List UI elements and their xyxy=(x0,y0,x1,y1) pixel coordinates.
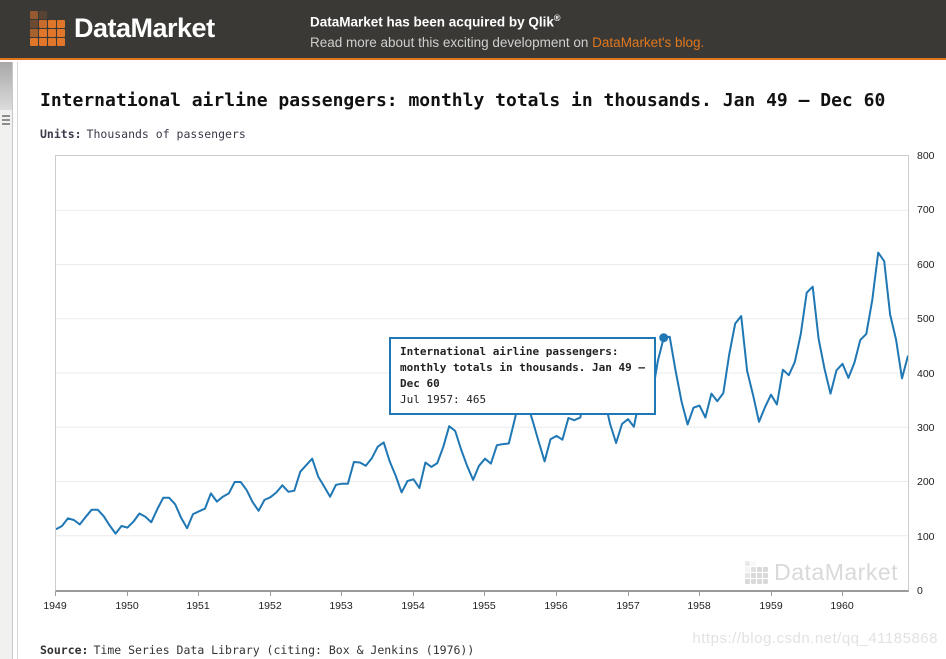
x-axis-tick xyxy=(699,592,700,596)
x-axis-tick xyxy=(413,592,414,596)
page-title: International airline passengers: monthl… xyxy=(40,90,886,111)
passengers-line-chart xyxy=(56,209,908,537)
x-axis-tick xyxy=(842,592,843,596)
source-value: Time Series Data Library (citing: Box & … xyxy=(93,643,475,657)
source-label: Source: xyxy=(40,643,89,657)
x-axis-label: 1956 xyxy=(544,600,568,612)
x-axis-tick xyxy=(771,592,772,596)
datamarket-logo[interactable]: DataMarket xyxy=(30,11,215,46)
chart-watermark: DataMarket xyxy=(745,559,898,586)
tooltip-value-line: Jul 1957: 465 xyxy=(400,393,487,406)
watermark-grid-icon xyxy=(745,561,769,584)
x-axis-label: 1950 xyxy=(115,600,139,612)
datamarket-grid-icon xyxy=(30,11,65,46)
y-axis-label: 800 xyxy=(917,150,935,162)
x-axis-label: 1952 xyxy=(258,600,282,612)
read-more-text: Read more about this exciting developmen… xyxy=(310,34,593,50)
x-axis-tick xyxy=(484,592,485,596)
tooltip-title-line: monthly totals in thousands. Jan 49 – xyxy=(400,361,646,374)
x-axis-label: 1955 xyxy=(472,600,496,612)
x-axis-label: 1959 xyxy=(759,600,783,612)
x-axis-label: 1960 xyxy=(830,600,854,612)
y-axis-label: 700 xyxy=(917,204,935,217)
content-divider xyxy=(17,62,18,659)
chart-tooltip: International airline passengers: monthl… xyxy=(389,337,657,415)
csdn-url-watermark: https://blog.csdn.net/qq_41185868 xyxy=(692,630,938,647)
source-line: Source: Time Series Data Library (citing:… xyxy=(40,643,474,657)
y-axis-label: 300 xyxy=(917,421,935,434)
units-line: Units: Thousands of passengers xyxy=(40,127,246,141)
x-axis-tick xyxy=(628,592,629,596)
tooltip-title-line: Dec 60 xyxy=(400,377,440,390)
y-axis-label: 100 xyxy=(917,530,935,543)
units-label: Units: xyxy=(40,127,82,141)
watermark-text: DataMarket xyxy=(774,559,898,585)
highlight-marker-dot xyxy=(659,333,669,343)
x-axis-label: 1953 xyxy=(329,600,353,612)
x-axis-label: 1949 xyxy=(43,600,67,612)
x-axis-label: 1951 xyxy=(186,600,210,612)
acquisition-headline-text: DataMarket has been acquired by Qlik xyxy=(310,14,554,30)
y-axis-label: 600 xyxy=(917,258,935,271)
chart-plot-area[interactable]: DataMarket xyxy=(55,155,909,592)
x-axis-label: 1954 xyxy=(401,600,425,612)
acquisition-notice: DataMarket has been acquired by Qlik® Re… xyxy=(310,8,704,53)
datamarket-logo-text: DataMarket xyxy=(74,13,215,43)
registered-trademark-symbol: ® xyxy=(553,13,561,23)
x-axis-tick xyxy=(270,592,271,596)
y-axis-label: 400 xyxy=(917,367,935,380)
y-axis-label: 500 xyxy=(917,313,935,326)
grip-icon[interactable] xyxy=(2,115,10,127)
site-header: DataMarket DataMarket has been acquired … xyxy=(0,0,946,60)
x-axis-tick xyxy=(198,592,199,596)
x-axis-tick xyxy=(341,592,342,596)
scrollbar-thumb[interactable] xyxy=(0,62,12,110)
y-axis-label: 0 xyxy=(917,585,923,597)
x-axis-tick xyxy=(55,592,56,596)
x-axis-tick xyxy=(127,592,128,596)
x-axis-label: 1958 xyxy=(687,600,711,612)
y-axis-label: 200 xyxy=(917,476,935,489)
left-panel-strip xyxy=(0,62,13,659)
units-value: Thousands of passengers xyxy=(86,127,246,141)
acquisition-headline: DataMarket has been acquired by Qlik® xyxy=(310,8,704,33)
acquisition-subline: Read more about this exciting developmen… xyxy=(310,33,704,53)
x-axis-tick xyxy=(556,592,557,596)
tooltip-title-line: International airline passengers: xyxy=(400,345,619,358)
datamarket-blog-link[interactable]: DataMarket's blog. xyxy=(592,34,705,50)
x-axis-label: 1957 xyxy=(616,600,640,612)
